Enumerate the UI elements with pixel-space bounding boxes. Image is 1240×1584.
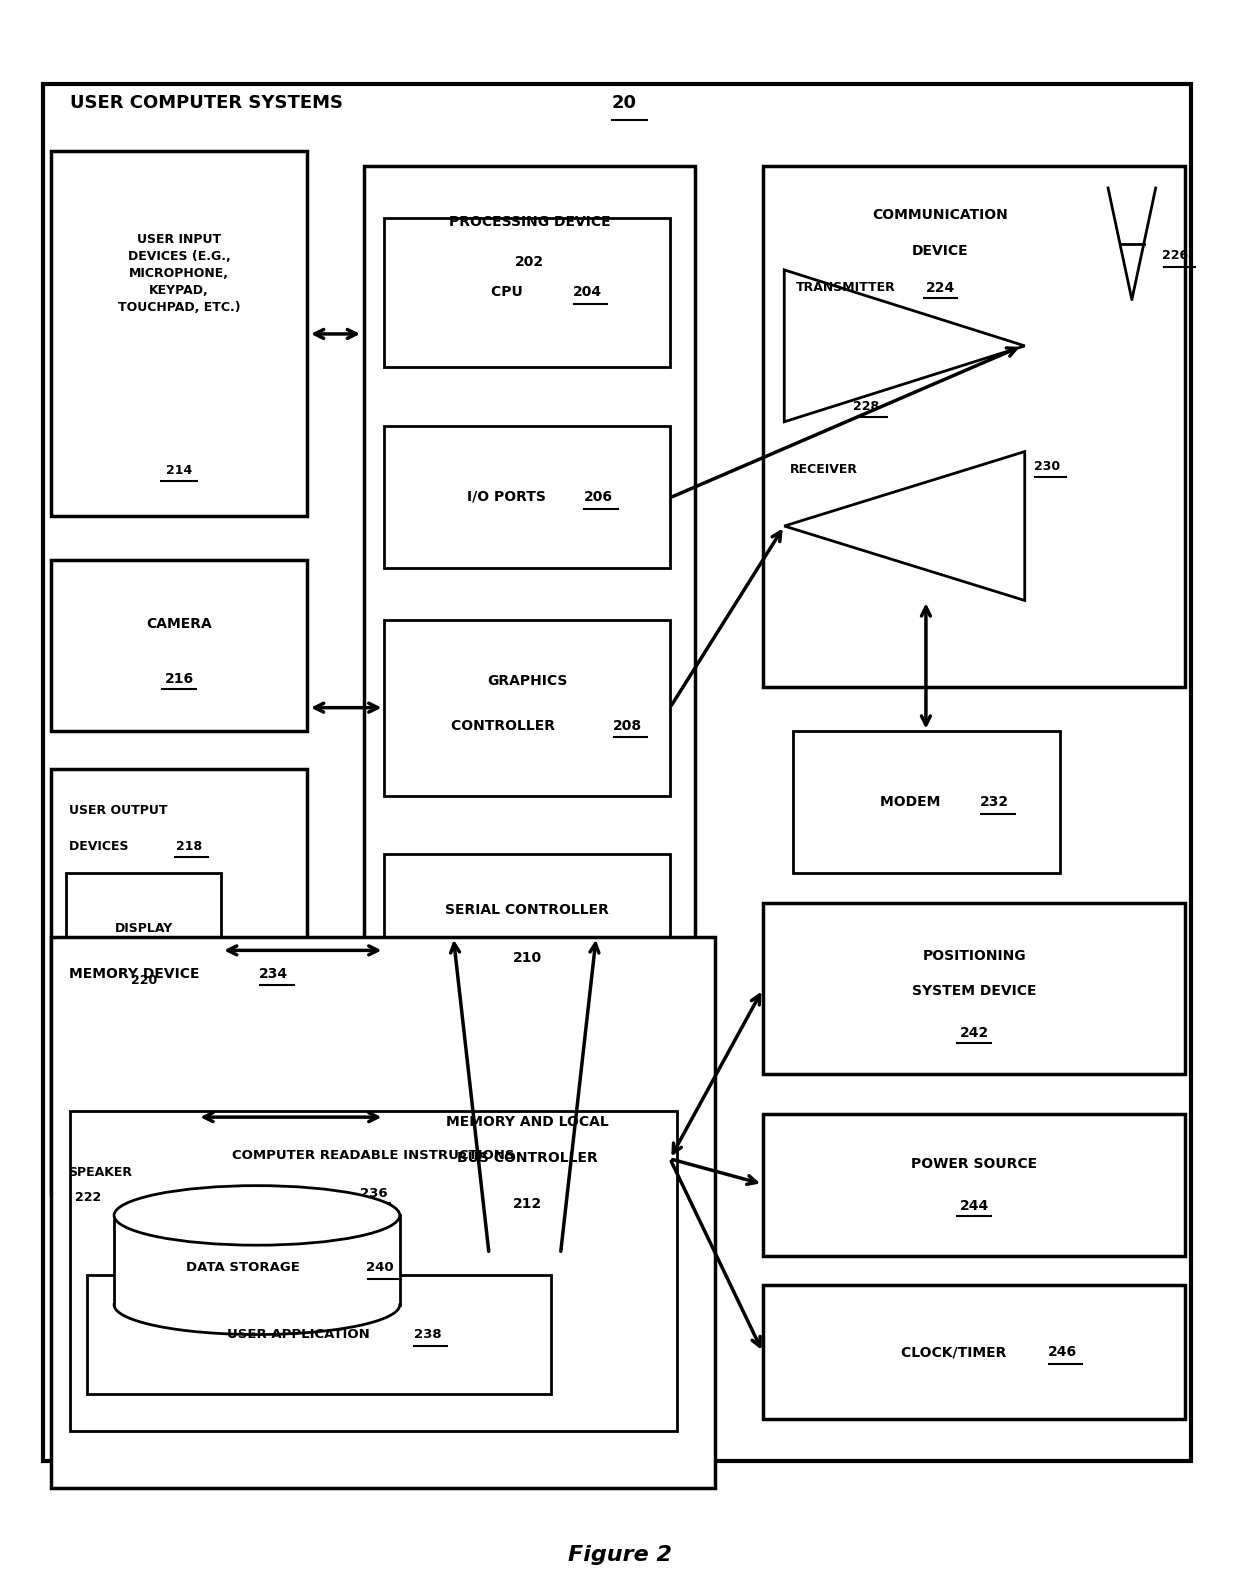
Text: MEMORY DEVICE: MEMORY DEVICE xyxy=(69,968,205,980)
Text: 204: 204 xyxy=(573,285,601,299)
Text: CAMERA: CAMERA xyxy=(146,616,212,630)
Text: 214: 214 xyxy=(166,464,192,477)
Text: 202: 202 xyxy=(515,255,544,269)
FancyBboxPatch shape xyxy=(384,619,670,795)
Text: 208: 208 xyxy=(613,719,642,732)
Text: 244: 244 xyxy=(960,1199,988,1213)
Text: I/O PORTS: I/O PORTS xyxy=(467,489,551,504)
Text: 222: 222 xyxy=(74,1191,100,1204)
FancyBboxPatch shape xyxy=(792,732,1060,873)
FancyBboxPatch shape xyxy=(51,938,715,1487)
Text: 20: 20 xyxy=(611,93,636,112)
FancyBboxPatch shape xyxy=(51,561,308,732)
Text: 238: 238 xyxy=(414,1327,441,1342)
FancyBboxPatch shape xyxy=(87,1275,551,1394)
FancyBboxPatch shape xyxy=(763,903,1185,1074)
Text: MODEM: MODEM xyxy=(879,795,945,809)
FancyBboxPatch shape xyxy=(384,217,670,366)
Text: USER COMPUTER SYSTEMS: USER COMPUTER SYSTEMS xyxy=(69,93,350,112)
FancyBboxPatch shape xyxy=(69,1112,677,1432)
Text: DISPLAY: DISPLAY xyxy=(115,922,172,935)
FancyBboxPatch shape xyxy=(763,166,1185,687)
Text: CPU: CPU xyxy=(491,285,527,299)
Text: USER APPLICATION: USER APPLICATION xyxy=(227,1327,374,1342)
Text: USER INPUT
DEVICES (E.G.,
MICROPHONE,
KEYPAD,
TOUCHPAD, ETC.): USER INPUT DEVICES (E.G., MICROPHONE, KE… xyxy=(118,233,241,314)
Text: BUS CONTROLLER: BUS CONTROLLER xyxy=(456,1152,598,1166)
FancyBboxPatch shape xyxy=(51,150,308,516)
Text: MEMORY AND LOCAL: MEMORY AND LOCAL xyxy=(445,1115,609,1129)
Text: 210: 210 xyxy=(512,950,542,965)
Text: 234: 234 xyxy=(259,968,289,980)
Text: 240: 240 xyxy=(367,1261,394,1274)
Text: 224: 224 xyxy=(926,280,955,295)
Text: Figure 2: Figure 2 xyxy=(568,1546,672,1565)
FancyBboxPatch shape xyxy=(763,1285,1185,1419)
FancyBboxPatch shape xyxy=(67,873,221,1030)
FancyBboxPatch shape xyxy=(69,1088,99,1145)
Text: CONTROLLER: CONTROLLER xyxy=(451,719,560,732)
Text: 216: 216 xyxy=(165,672,193,686)
Text: TRANSMITTER: TRANSMITTER xyxy=(796,282,897,295)
Text: GRAPHICS: GRAPHICS xyxy=(487,673,568,687)
FancyBboxPatch shape xyxy=(384,854,670,1014)
Text: 218: 218 xyxy=(176,840,202,852)
Text: 228: 228 xyxy=(853,401,879,413)
FancyBboxPatch shape xyxy=(365,166,694,1297)
Text: RECEIVER: RECEIVER xyxy=(790,463,858,475)
Text: POWER SOURCE: POWER SOURCE xyxy=(911,1156,1037,1171)
Text: COMMUNICATION: COMMUNICATION xyxy=(873,208,1008,222)
Ellipse shape xyxy=(114,1185,399,1245)
Text: SPEAKER: SPEAKER xyxy=(68,1166,131,1178)
Text: 230: 230 xyxy=(1034,459,1060,474)
FancyBboxPatch shape xyxy=(51,768,308,1193)
Text: 212: 212 xyxy=(512,1198,542,1212)
Text: 242: 242 xyxy=(960,1026,988,1041)
Text: DEVICES: DEVICES xyxy=(69,840,133,852)
Text: 220: 220 xyxy=(130,974,157,987)
Text: COMPUTER READABLE INSTRUCTIONS: COMPUTER READABLE INSTRUCTIONS xyxy=(232,1150,515,1163)
Text: 226: 226 xyxy=(1162,249,1188,261)
FancyBboxPatch shape xyxy=(42,84,1192,1460)
Text: USER OUTPUT: USER OUTPUT xyxy=(69,805,167,817)
Text: DATA STORAGE: DATA STORAGE xyxy=(186,1261,304,1274)
FancyBboxPatch shape xyxy=(384,426,670,567)
Text: SYSTEM DEVICE: SYSTEM DEVICE xyxy=(911,984,1037,998)
Text: 232: 232 xyxy=(980,795,1009,809)
FancyBboxPatch shape xyxy=(763,1114,1185,1256)
Text: 236: 236 xyxy=(360,1186,387,1199)
FancyBboxPatch shape xyxy=(384,1066,670,1253)
FancyBboxPatch shape xyxy=(114,1215,399,1305)
Text: POSITIONING: POSITIONING xyxy=(923,949,1025,963)
Text: PROCESSING DEVICE: PROCESSING DEVICE xyxy=(449,215,610,230)
Text: CLOCK/TIMER: CLOCK/TIMER xyxy=(901,1345,1012,1359)
Text: DEVICE: DEVICE xyxy=(913,244,968,258)
Text: 246: 246 xyxy=(1048,1345,1078,1359)
Text: 206: 206 xyxy=(584,489,614,504)
Text: SERIAL CONTROLLER: SERIAL CONTROLLER xyxy=(445,903,609,917)
